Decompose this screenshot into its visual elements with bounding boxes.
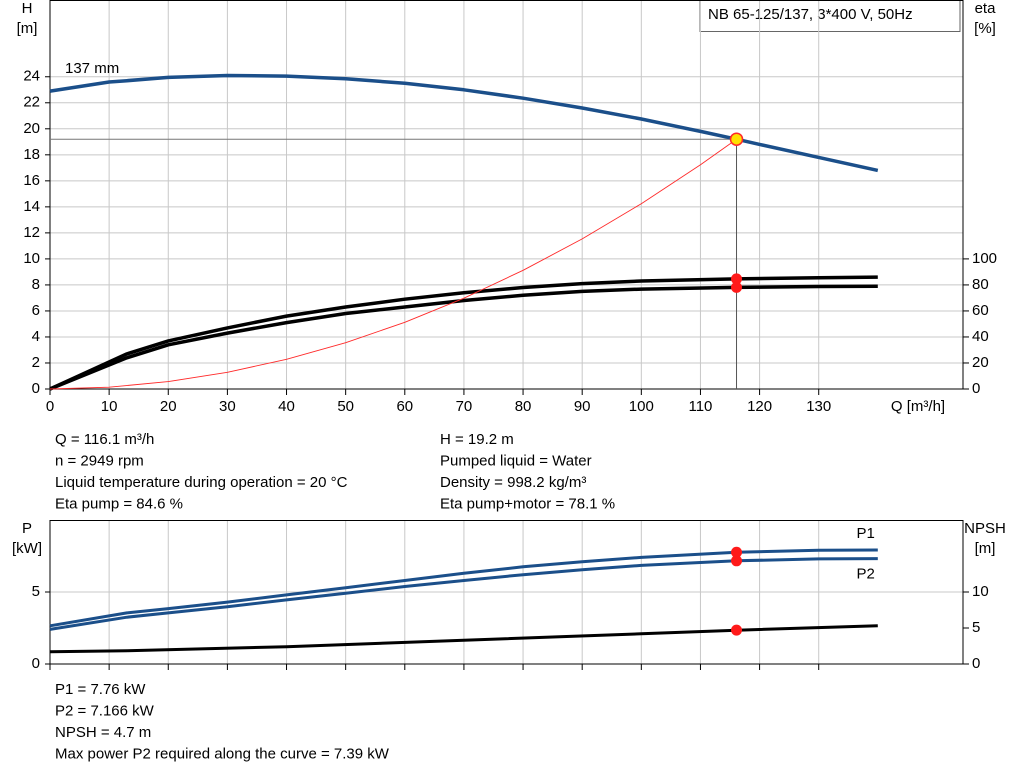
- y2-tick-label: 5: [972, 619, 980, 636]
- series-label: P1: [856, 525, 874, 542]
- info-text: Pumped liquid = Water: [440, 452, 592, 469]
- info-text: NPSH = 4.7 m: [55, 724, 151, 741]
- y-tick-label: 12: [23, 224, 40, 241]
- duty-point: [729, 132, 744, 146]
- x-tick-label: 60: [396, 398, 413, 415]
- operating-dot: [731, 624, 743, 636]
- operating-dot: [731, 273, 743, 285]
- info-text: Density = 998.2 kg/m³: [440, 474, 586, 491]
- y-tick-label: 0: [32, 655, 40, 672]
- x-tick-label: 90: [574, 398, 591, 415]
- y2-axis-label: NPSH: [964, 520, 1006, 537]
- x-tick-label: 100: [629, 398, 654, 415]
- plot-frame: [49, 520, 964, 665]
- x-tick-label: 20: [160, 398, 177, 415]
- y-tick-label: 0: [32, 380, 40, 397]
- y2-axis-label: eta: [975, 0, 997, 17]
- series-label: P2: [856, 566, 874, 583]
- y-tick-label: 10: [23, 250, 40, 267]
- y-tick-label: 24: [23, 68, 40, 85]
- curve: [49, 557, 878, 631]
- curve: [49, 73, 879, 173]
- info-text: Q = 116.1 m³/h: [55, 431, 154, 448]
- x-tick-label: 80: [515, 398, 532, 415]
- info-text: Max power P2 required along the curve = …: [55, 745, 390, 762]
- plot-frame: [49, 0, 964, 390]
- y-tick-label: 4: [32, 328, 40, 345]
- x-tick-label: 40: [278, 398, 295, 415]
- info-text: n = 2949 rpm: [55, 452, 144, 469]
- x-tick-label: 10: [101, 398, 118, 415]
- y-axis-label: [kW]: [12, 540, 42, 557]
- y2-tick-label: 40: [972, 328, 989, 345]
- y-axis-label: P: [22, 520, 32, 537]
- curve: [49, 275, 878, 391]
- series-label: 137 mm: [65, 60, 119, 77]
- curve: [49, 284, 878, 391]
- info-text: Liquid temperature during operation = 20…: [55, 474, 348, 491]
- y2-tick-label: 100: [972, 250, 997, 267]
- operating-dot: [731, 546, 743, 558]
- x-tick-label: 50: [337, 398, 354, 415]
- y-tick-label: 5: [32, 583, 40, 600]
- info-text: P2 = 7.166 kW: [55, 702, 155, 719]
- y-tick-label: 2: [32, 354, 40, 371]
- operating-dot: [731, 281, 743, 293]
- y-tick-label: 14: [23, 198, 40, 215]
- y-tick-label: 20: [23, 120, 40, 137]
- curve: [49, 138, 737, 390]
- title: NB 65-125/137, 3*400 V, 50Hz: [708, 6, 913, 23]
- x-tick-label: 30: [219, 398, 236, 415]
- y-tick-label: 22: [23, 94, 40, 111]
- y2-tick-label: 60: [972, 302, 989, 319]
- y-axis-label: H: [22, 0, 33, 17]
- info-text: Eta pump = 84.6 %: [55, 495, 183, 512]
- x-tick-label: 120: [747, 398, 772, 415]
- x-tick-label: 70: [456, 398, 473, 415]
- x-tick-label: 130: [806, 398, 831, 415]
- curve: [49, 548, 878, 628]
- y2-tick-label: 0: [972, 380, 980, 397]
- y2-tick-label: 20: [972, 354, 989, 371]
- info-text: H = 19.2 m: [440, 431, 514, 448]
- y2-tick-label: 80: [972, 276, 989, 293]
- y-tick-label: 18: [23, 146, 40, 163]
- title-box: [699, 0, 961, 32]
- y2-axis-label: [%]: [974, 20, 996, 37]
- y-tick-label: 6: [32, 302, 40, 319]
- x-tick-label: 0: [46, 398, 54, 415]
- y-tick-label: 16: [23, 172, 40, 189]
- info-text: Eta pump+motor = 78.1 %: [440, 495, 615, 512]
- y-axis-label: [m]: [17, 20, 38, 37]
- y-tick-label: 8: [32, 276, 40, 293]
- y2-tick-label: 10: [972, 583, 989, 600]
- info-text: P1 = 7.76 kW: [55, 681, 146, 698]
- x-tick-label: 110: [688, 398, 712, 415]
- y2-axis-label: [m]: [975, 540, 996, 557]
- y2-tick-label: 0: [972, 655, 980, 672]
- x-axis-label: Q [m³/h]: [891, 398, 945, 415]
- operating-dot: [731, 555, 743, 567]
